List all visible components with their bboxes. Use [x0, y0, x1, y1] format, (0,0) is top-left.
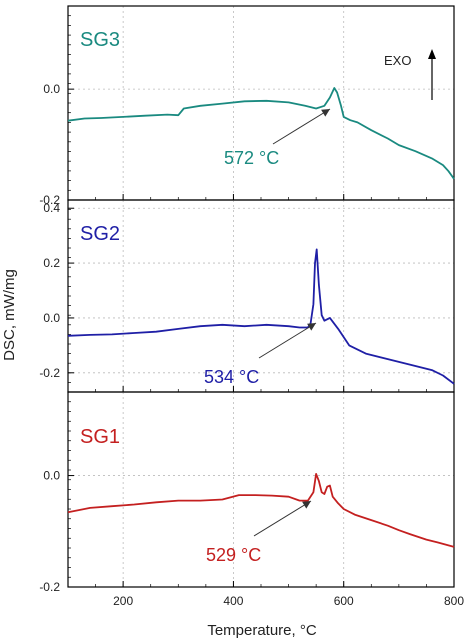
- series-line-sg2: [67, 248, 455, 385]
- x-axis-label: Temperature, °C: [207, 622, 317, 639]
- panel-sg1: 0.0 -0.2 SG1 529 °C: [39, 391, 455, 594]
- peak-annotation: 534 °C: [204, 367, 259, 387]
- peak-annotation: 529 °C: [206, 545, 261, 565]
- panel-sg3: 0.0 -0.2 SG3 572 °C: [39, 5, 455, 207]
- panel-frame: [67, 5, 455, 201]
- annotation-arrow-line: [253, 500, 312, 537]
- y-tick-label: 0.0: [43, 469, 60, 483]
- annotation-arrowhead: [302, 501, 311, 509]
- y-tick-label: -0.2: [39, 193, 60, 207]
- y-tick-label: 0.2: [43, 256, 60, 270]
- panel-frame: [67, 199, 455, 393]
- y-tick-label: -0.2: [39, 366, 60, 380]
- panel-title: SG1: [80, 426, 120, 448]
- exo-arrow-icon: [428, 49, 436, 59]
- annotation-arrow-line: [258, 322, 317, 359]
- y-tick-label: 0.0: [43, 82, 60, 96]
- exo-label: EXO: [384, 53, 411, 68]
- y-tick-label: 0.0: [43, 311, 60, 325]
- series-line-sg1: [67, 473, 455, 548]
- exo-indicator: EXO: [384, 49, 436, 100]
- annotation-arrowhead: [307, 323, 316, 331]
- y-tick-label: 0.4: [43, 201, 60, 215]
- y-tick-label: -0.2: [39, 580, 60, 594]
- x-tick-label: 200: [113, 594, 133, 608]
- x-tick-label: 800: [444, 594, 464, 608]
- x-tick-label: 400: [223, 594, 243, 608]
- panel-title: SG2: [80, 223, 120, 245]
- y-axis-label: DSC, mW/mg: [1, 269, 18, 361]
- panel-sg2: 0.4 0.2 0.0 -0.2 SG2 534 °C: [39, 199, 455, 393]
- x-tick-label: 600: [334, 594, 354, 608]
- annotation-arrowhead: [321, 109, 330, 117]
- peak-annotation: 572 °C: [224, 148, 279, 168]
- panel-title: SG3: [80, 29, 120, 51]
- series-line-sg3: [67, 87, 455, 180]
- annotation-arrow-line: [272, 108, 331, 145]
